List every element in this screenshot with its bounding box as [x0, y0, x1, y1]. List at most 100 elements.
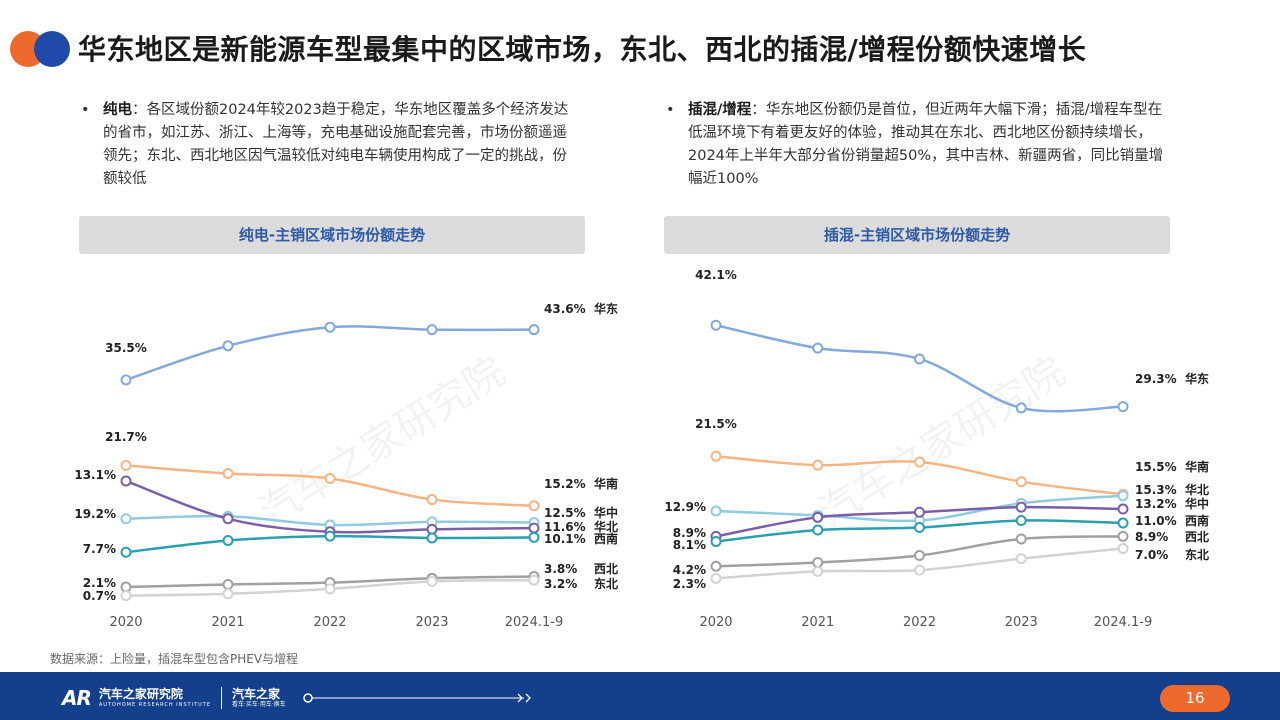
end-value-label: 15.2% [544, 477, 586, 491]
right-bullet: • 插混/增程：华东地区份额仍是首位，但近两年大幅下滑；插混/增程车型在低温环境… [666, 99, 1168, 191]
series-name-label: 华南 [594, 476, 618, 491]
series-line-华东 [715, 324, 1124, 413]
data-point [426, 494, 438, 506]
x-tick-label: 2022 [313, 615, 346, 630]
end-value-label: 3.8% [544, 562, 577, 576]
data-source-note: 数据来源：上险量，插混车型包含PHEV与增程 [50, 652, 299, 666]
data-point [1015, 553, 1027, 565]
bullet-dot-icon: • [81, 102, 90, 118]
series-name-label: 华北 [1185, 482, 1209, 497]
start-value-label: 12.9% [664, 500, 706, 514]
series-name-label: 东北 [1185, 547, 1209, 562]
data-point [120, 459, 132, 471]
right-bullet-term: 插混/增程 [688, 102, 752, 118]
data-point [222, 579, 234, 590]
x-tick-label: 2024.1-9 [505, 615, 563, 630]
end-value-label: 15.5% [1135, 460, 1177, 474]
data-point [1117, 517, 1129, 529]
data-point [324, 583, 336, 595]
x-tick-label: 2023 [415, 615, 448, 630]
footer-bar [0, 672, 1280, 720]
series-name-label: 西南 [594, 531, 618, 546]
data-point [914, 353, 925, 365]
start-value-label: 21.7% [105, 430, 147, 444]
data-point [1015, 402, 1027, 414]
end-value-label: 11.0% [1135, 514, 1177, 528]
page-number: 16 [1160, 685, 1230, 712]
data-point [1015, 533, 1027, 545]
brand2-slogan: 看车·买车·用车·换车 [232, 701, 286, 708]
bev-line-chart: 2020 2021 2022 2023 2024.1-9 35.5% 43.6% 华东 21.7… [74, 301, 618, 630]
end-value-label: 8.9% [1135, 530, 1168, 544]
data-point [426, 324, 438, 336]
data-point [324, 472, 336, 484]
progress-arrow-icon [303, 693, 531, 703]
page-title: 华东地区是新能源车型最集中的区域市场，东北、西北的插混/增程份额快速增长 [78, 33, 1087, 66]
end-value-label: 7.0% [1135, 548, 1168, 562]
left-bullet: • 纯电：各区域份额2024年较2023趋于稳定，华东地区覆盖多个经济发达的省市… [81, 99, 573, 191]
start-value-label: 2.3% [673, 577, 706, 591]
series-name-label: 西北 [1185, 529, 1209, 544]
data-point [120, 581, 132, 593]
x-tick-label: 2020 [109, 615, 142, 630]
left-bullet-term: 纯电 [103, 102, 132, 118]
data-point [324, 530, 336, 542]
start-value-label: 42.1% [695, 268, 737, 282]
data-point [710, 535, 722, 547]
series-name-label: 华南 [1185, 459, 1209, 474]
start-value-label: 8.1% [673, 538, 706, 552]
end-value-label: 12.5% [544, 506, 586, 520]
data-point [222, 513, 234, 525]
data-point [914, 506, 925, 518]
end-value-label: 43.6% [544, 302, 586, 316]
data-point [222, 468, 234, 480]
x-tick-label: 2024.1-9 [1094, 615, 1152, 630]
data-point [914, 564, 925, 576]
right-bullet-text: ：华东地区份额仍是首位，但近两年大幅下滑；插混/增程车型在低温环境下有着更友好的… [688, 102, 1164, 187]
start-value-label: 8.9% [673, 526, 706, 540]
data-point [710, 560, 722, 572]
series-line-华南 [125, 464, 535, 508]
data-point [426, 575, 438, 587]
series-name-label: 华东 [1185, 371, 1209, 386]
data-point [528, 531, 540, 543]
series-name-label: 华中 [594, 505, 618, 520]
data-point [914, 521, 925, 533]
data-point [528, 500, 540, 512]
data-point [222, 588, 234, 600]
bev-chart-title: 纯电-主销区域市场份额走势 [79, 216, 585, 254]
data-point [914, 456, 925, 468]
data-point [1015, 514, 1027, 526]
data-point [324, 321, 336, 333]
series-name-label: 华中 [1185, 496, 1209, 511]
data-point [426, 523, 438, 535]
title-logo-dots [10, 31, 72, 67]
brand-name: 汽车之家研究院 [98, 687, 183, 701]
end-value-label: 3.2% [544, 577, 577, 591]
start-value-label: 7.7% [83, 542, 116, 556]
start-value-label: 19.2% [74, 507, 116, 521]
end-value-label: 15.3% [1135, 483, 1177, 497]
x-tick-label: 2021 [211, 615, 244, 630]
data-point [812, 342, 824, 354]
x-tick-label: 2021 [801, 615, 834, 630]
end-value-label: 13.2% [1135, 497, 1177, 511]
left-bullet-text: ：各区域份额2024年较2023趋于稳定，华东地区覆盖多个经济发达的省市，如江苏… [103, 102, 569, 187]
data-point [222, 534, 234, 546]
data-point [1015, 476, 1027, 488]
data-point [710, 319, 722, 331]
data-point [812, 459, 824, 471]
end-value-label: 29.3% [1135, 372, 1177, 386]
series-line-华东 [125, 325, 535, 382]
brand2-name: 汽车之家 [232, 687, 281, 701]
series-name-label: 华北 [594, 519, 618, 534]
data-point [1117, 542, 1129, 554]
start-value-label: 4.2% [673, 563, 706, 577]
phev-line-chart: 2020 2021 2022 2023 2024.1-9 42.1% 29.3% 华东 21.5… [664, 268, 1209, 630]
bullet-dot-icon: • [666, 102, 675, 118]
data-point [528, 574, 540, 586]
data-point [120, 475, 132, 487]
data-point [1117, 490, 1129, 502]
data-point [812, 524, 824, 536]
brand-divider [221, 687, 223, 709]
